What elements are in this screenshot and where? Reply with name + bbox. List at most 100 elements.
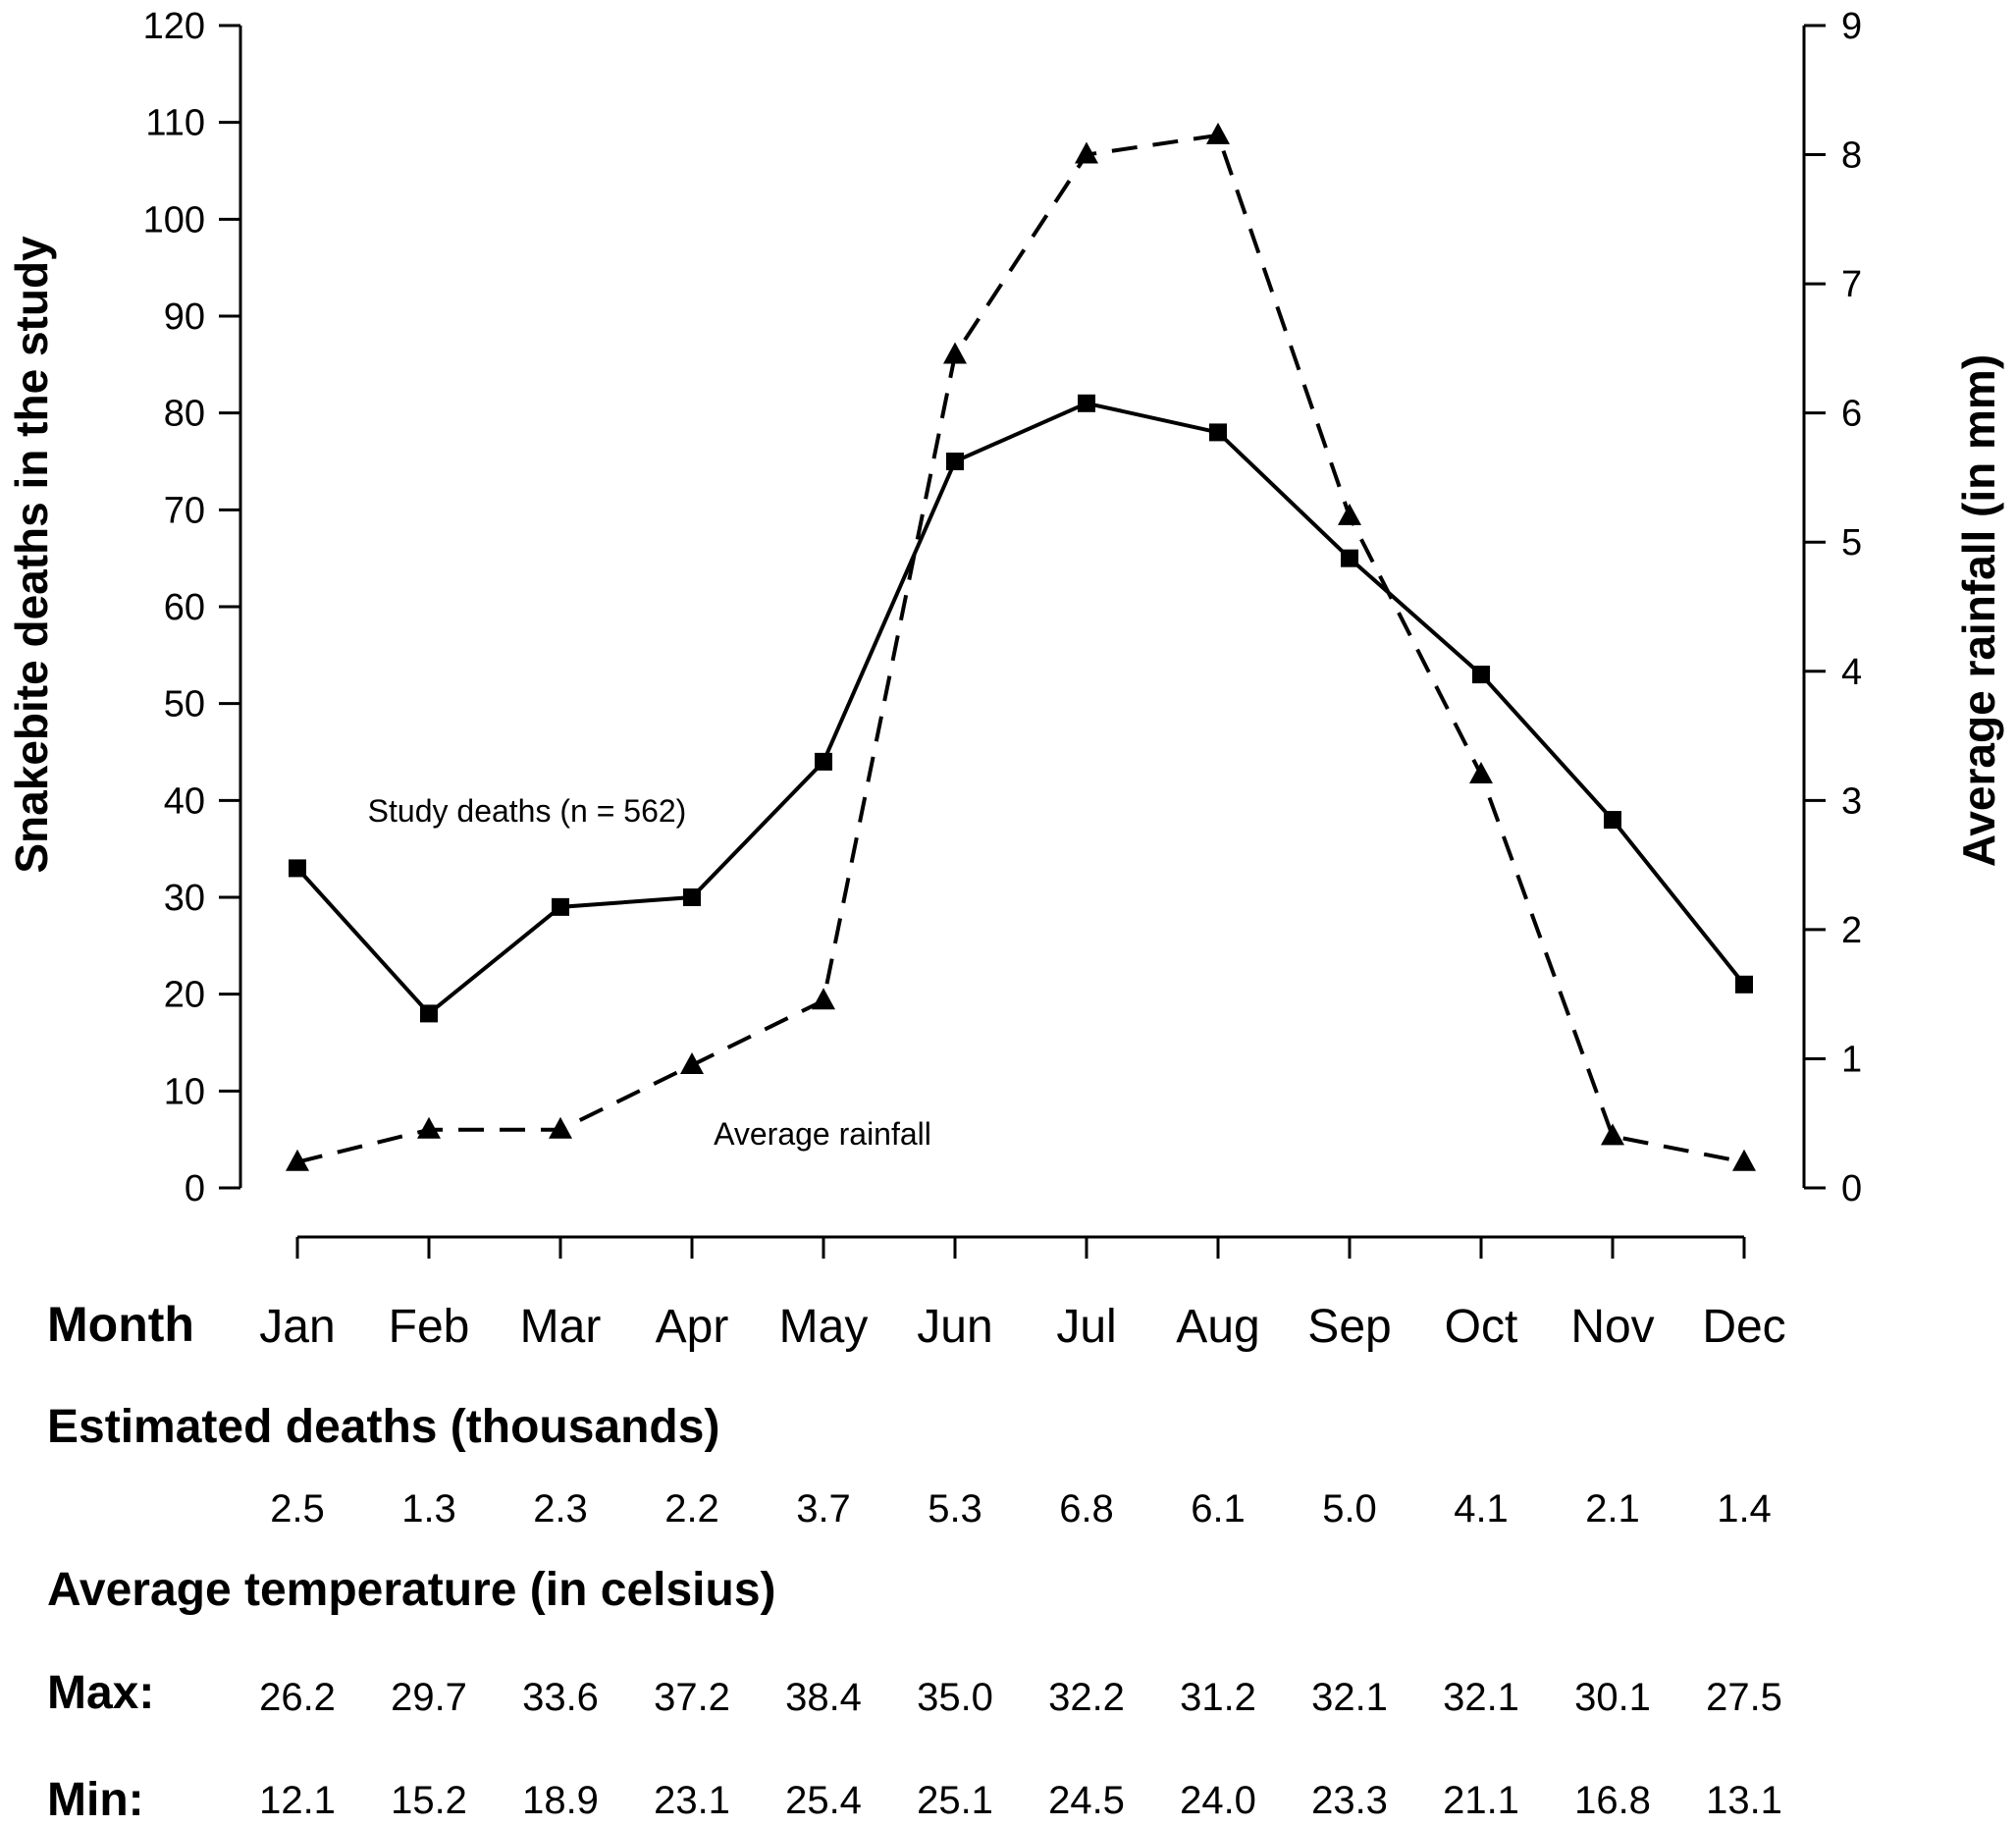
right-tick-label: 7 xyxy=(1841,264,1862,305)
estimated-deaths-cell: 5.0 xyxy=(1322,1487,1377,1531)
min-temp-cell: 25.4 xyxy=(785,1779,862,1822)
min-temp-cell: 24.0 xyxy=(1180,1779,1256,1822)
y-axis-label: Snakebite deaths in the study xyxy=(6,236,57,874)
right-tick-label: 4 xyxy=(1841,652,1862,693)
study-deaths-point xyxy=(420,1004,438,1023)
study-deaths-point xyxy=(815,752,832,771)
right-tick-label: 9 xyxy=(1841,6,1862,47)
right-y-axis: 0 1 2 3 4 5 6 7 8 9 xyxy=(1802,6,1862,1209)
study-deaths-point xyxy=(1604,811,1621,830)
left-tick-label: 50 xyxy=(164,684,205,725)
table-estimated-title: Estimated deaths (thousands) xyxy=(47,1401,720,1453)
min-temp-cell: 23.3 xyxy=(1311,1779,1388,1822)
month-cell: Jan xyxy=(259,1301,336,1353)
min-temp-cell: 18.9 xyxy=(522,1779,599,1822)
min-temp-cell: 12.1 xyxy=(259,1779,336,1822)
left-tick-label: 110 xyxy=(145,103,205,144)
rainfall-point xyxy=(1338,503,1361,525)
x-axis xyxy=(295,1235,1746,1259)
right-tick-label: 5 xyxy=(1841,522,1862,564)
left-tick-label: 120 xyxy=(143,6,205,47)
max-temp-cell: 32.1 xyxy=(1311,1676,1388,1719)
max-temp-cell: 26.2 xyxy=(259,1676,336,1719)
study-deaths-point xyxy=(946,453,964,470)
rainfall-point xyxy=(286,1149,309,1171)
month-cell: Jun xyxy=(917,1301,993,1353)
left-tick-label: 30 xyxy=(164,878,205,919)
max-temp-cell: 32.2 xyxy=(1048,1676,1125,1719)
min-temp-cell: 13.1 xyxy=(1706,1779,1782,1822)
left-tick-label: 20 xyxy=(164,975,205,1016)
right-tick-label: 2 xyxy=(1841,910,1862,951)
left-tick-label: 100 xyxy=(143,199,205,241)
estimated-deaths-cell: 5.3 xyxy=(928,1487,982,1531)
study-deaths-point xyxy=(1735,975,1753,994)
max-temp-cell: 31.2 xyxy=(1180,1676,1256,1719)
month-cell: Oct xyxy=(1444,1301,1518,1353)
table-min-label: Min: xyxy=(47,1774,144,1826)
min-temp-cell: 25.1 xyxy=(917,1779,993,1822)
right-tick-label: 1 xyxy=(1841,1039,1862,1080)
left-tick-label: 80 xyxy=(164,394,205,435)
month-cell: May xyxy=(778,1301,869,1353)
max-temp-cell: 38.4 xyxy=(785,1676,862,1719)
study-deaths-point xyxy=(1209,423,1227,442)
max-temp-cell: 37.2 xyxy=(654,1676,730,1719)
estimated-deaths-cell: 1.4 xyxy=(1717,1487,1772,1531)
estimated-deaths-cell: 6.1 xyxy=(1191,1487,1246,1531)
study-deaths-point xyxy=(552,897,569,916)
min-temp-cell: 24.5 xyxy=(1048,1779,1125,1822)
left-tick-label: 60 xyxy=(164,587,205,628)
left-tick-label: 10 xyxy=(164,1071,205,1112)
right-tick-label: 6 xyxy=(1841,394,1862,435)
rainfall-line xyxy=(296,133,1745,1164)
series-lines xyxy=(295,133,1746,1164)
right-tick-label: 3 xyxy=(1841,780,1862,822)
study-deaths-point xyxy=(1341,549,1358,567)
max-temp-cell: 35.0 xyxy=(917,1676,993,1719)
rainfall-point xyxy=(1075,141,1098,164)
right-tick-label: 0 xyxy=(1841,1168,1862,1209)
max-temp-cell: 29.7 xyxy=(391,1676,467,1719)
right-tick-label: 8 xyxy=(1841,135,1862,177)
study-deaths-point xyxy=(1472,666,1490,684)
min-temp-cell: 23.1 xyxy=(654,1779,730,1822)
table-max-label: Max: xyxy=(47,1667,155,1719)
month-cell: Aug xyxy=(1176,1301,1260,1353)
month-cell: Sep xyxy=(1307,1301,1392,1353)
month-cell: Mar xyxy=(519,1301,602,1353)
rainfall-point xyxy=(1601,1123,1624,1146)
left-tick-label: 90 xyxy=(164,296,205,338)
rainfall-point xyxy=(1732,1149,1756,1171)
min-temp-cell: 21.1 xyxy=(1443,1779,1519,1822)
month-cell: Apr xyxy=(655,1301,729,1353)
month-cell: Nov xyxy=(1570,1301,1655,1353)
max-temp-cell: 27.5 xyxy=(1706,1676,1782,1719)
series-markers xyxy=(286,122,1756,1171)
month-cell: Feb xyxy=(388,1301,470,1353)
rainfall-point xyxy=(1206,122,1230,144)
estimated-deaths-cell: 6.8 xyxy=(1059,1487,1114,1531)
rainfall-point xyxy=(943,342,967,364)
estimated-deaths-cell: 2.3 xyxy=(533,1487,588,1531)
study-deaths-point xyxy=(289,859,306,878)
table-temp-title: Average temperature (in celsius) xyxy=(47,1564,776,1616)
month-cell: Dec xyxy=(1702,1301,1786,1353)
month-cell: Jul xyxy=(1056,1301,1117,1353)
rainfall-point xyxy=(549,1116,572,1139)
estimated-deaths-cell: 3.7 xyxy=(796,1487,851,1531)
estimated-deaths-cell: 4.1 xyxy=(1454,1487,1509,1531)
max-temp-cell: 32.1 xyxy=(1443,1676,1519,1719)
annotation-study-deaths: Study deaths (n = 562) xyxy=(368,793,687,829)
rainfall-point xyxy=(1469,762,1493,784)
min-temp-cell: 15.2 xyxy=(391,1779,467,1822)
left-tick-label: 40 xyxy=(164,780,205,822)
max-temp-cell: 33.6 xyxy=(522,1676,599,1719)
min-temp-cell: 16.8 xyxy=(1574,1779,1651,1822)
estimated-deaths-cell: 1.3 xyxy=(401,1487,456,1531)
study-deaths-point xyxy=(1078,394,1095,412)
annotation-average-rainfall: Average rainfall xyxy=(714,1116,931,1152)
y2-axis-label: Average rainfall (in mm) xyxy=(1953,354,2004,867)
estimated-deaths-cell: 2.1 xyxy=(1585,1487,1640,1531)
